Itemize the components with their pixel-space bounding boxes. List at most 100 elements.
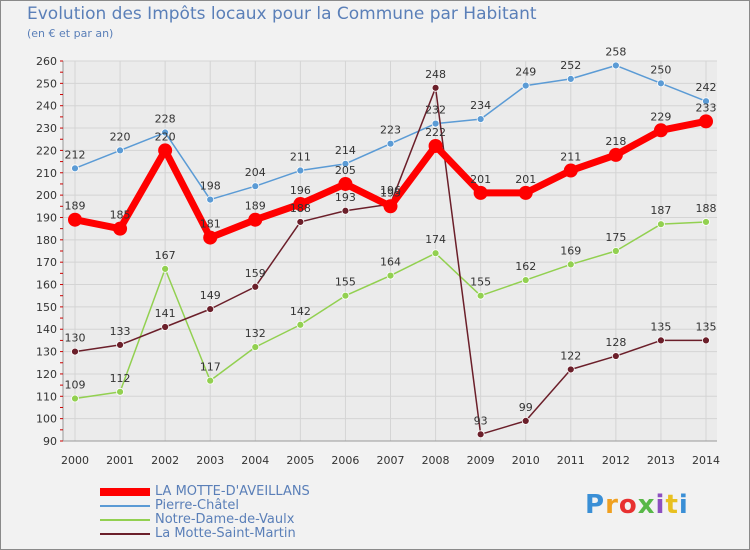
data-point [431, 119, 440, 128]
data-point [71, 164, 79, 173]
x-tick-label: 2001 [106, 454, 134, 467]
data-label: 201 [470, 173, 491, 186]
y-tick-label: 200 [36, 189, 57, 202]
x-tick-label: 2011 [557, 454, 585, 467]
data-label: 233 [696, 101, 717, 114]
data-label: 198 [200, 180, 221, 193]
y-tick-label: 190 [36, 211, 57, 224]
y-tick-label: 150 [36, 301, 57, 314]
data-label: 117 [200, 361, 221, 374]
y-tick-label: 100 [36, 413, 57, 426]
legend-swatch [100, 505, 150, 507]
data-point [566, 365, 575, 374]
data-label: 181 [200, 218, 221, 231]
data-point [296, 166, 305, 175]
y-tick-label: 110 [36, 390, 57, 403]
data-point [296, 320, 305, 329]
y-tick-label: 250 [36, 77, 57, 90]
data-point [338, 176, 353, 191]
data-label: 159 [245, 267, 266, 280]
data-point [563, 163, 578, 178]
data-label: 162 [515, 260, 536, 273]
data-label: 258 [605, 45, 626, 58]
data-label: 220 [110, 130, 131, 143]
x-tick-label: 2008 [422, 454, 450, 467]
data-label: 214 [335, 144, 356, 157]
data-point [386, 271, 395, 280]
x-tick-label: 2007 [377, 454, 405, 467]
data-label: 211 [560, 151, 581, 164]
logo-letter: r [605, 490, 619, 520]
data-label: 195 [380, 186, 401, 199]
y-tick-label: 130 [36, 346, 57, 359]
logo-letter: P [585, 490, 606, 520]
data-label: 175 [605, 231, 626, 244]
data-point [116, 387, 124, 396]
data-point [476, 115, 485, 124]
legend-label: Pierre-Châtel [155, 498, 240, 513]
data-point [702, 336, 710, 345]
data-label: 132 [245, 327, 266, 340]
data-point [251, 282, 260, 291]
legend-swatch [100, 519, 150, 521]
data-label: 155 [335, 276, 356, 289]
y-tick-label: 170 [36, 256, 57, 269]
data-label: 228 [155, 113, 176, 126]
data-point [161, 264, 170, 273]
data-label: 189 [65, 200, 86, 213]
y-tick-label: 90 [43, 435, 57, 448]
x-tick-label: 2000 [61, 454, 89, 467]
chart-subtitle: (en € et par an) [27, 27, 114, 40]
data-label: 252 [560, 59, 581, 72]
data-point [653, 123, 668, 138]
data-point [428, 138, 443, 153]
data-label: 187 [650, 204, 671, 217]
data-point [611, 352, 620, 360]
data-label: 232 [425, 104, 446, 117]
data-point [566, 74, 575, 83]
legend-label: LA MOTTE-D'AVEILLANS [155, 484, 310, 499]
data-point [116, 340, 124, 349]
data-label: 130 [65, 332, 86, 345]
data-point [161, 128, 170, 137]
data-point [251, 182, 260, 191]
chart-title: Evolution des Impôts locaux pour la Comm… [27, 4, 537, 24]
data-label: 223 [380, 124, 401, 137]
x-tick-label: 2013 [647, 454, 675, 467]
data-label: 201 [515, 173, 536, 186]
logo-letter: i [678, 490, 689, 520]
data-point [521, 416, 530, 425]
data-point [158, 143, 173, 158]
data-point [521, 81, 530, 90]
x-tick-label: 2012 [602, 454, 630, 467]
y-tick-label: 160 [36, 279, 57, 292]
legend-label: Notre-Dame-de-Vaulx [155, 512, 295, 527]
x-tick-label: 2003 [196, 454, 224, 467]
data-point [386, 139, 395, 148]
data-point [68, 212, 82, 227]
logo-letter: x [637, 490, 656, 520]
data-point [476, 291, 485, 300]
data-label: 155 [470, 276, 491, 289]
data-label: 149 [200, 289, 221, 302]
y-tick-label: 140 [36, 323, 57, 336]
data-label: 128 [605, 336, 626, 349]
y-tick-label: 220 [36, 144, 57, 157]
data-point [611, 61, 620, 70]
data-point [293, 197, 308, 212]
data-label: 133 [110, 325, 131, 338]
data-point [702, 218, 710, 226]
data-point [206, 195, 215, 204]
y-tick-label: 240 [36, 100, 57, 113]
data-point [657, 336, 665, 345]
y-tick-label: 210 [36, 167, 57, 180]
data-label: 189 [245, 200, 266, 213]
data-label: 204 [245, 166, 266, 179]
data-label: 218 [605, 135, 626, 148]
data-point [566, 260, 575, 269]
data-point [113, 221, 128, 236]
data-point [431, 249, 440, 258]
data-point [518, 185, 533, 200]
data-point [203, 230, 218, 245]
